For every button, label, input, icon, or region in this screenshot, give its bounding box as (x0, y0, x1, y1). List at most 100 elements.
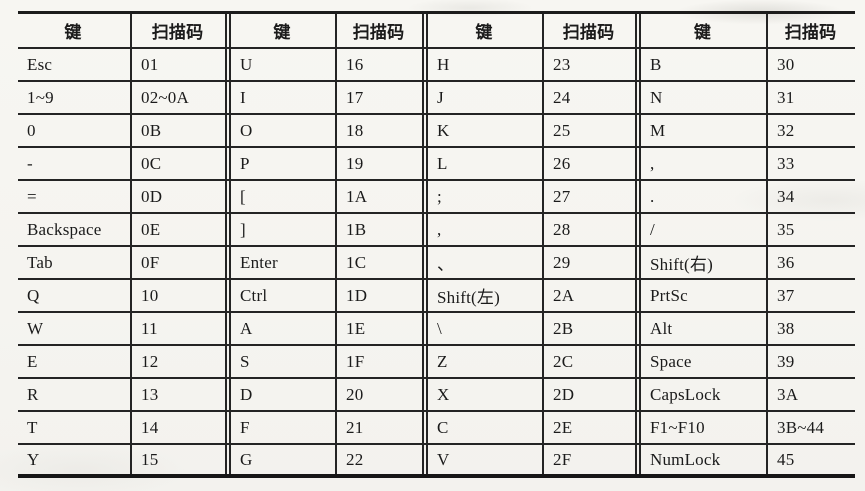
code-cell: 2D (542, 379, 635, 410)
code-cell: 27 (542, 181, 635, 212)
code-cell: 0F (130, 247, 225, 278)
table-row: 0 0B O 18 K 25 M 32 (18, 115, 855, 148)
code-cell: 20 (335, 379, 422, 410)
code-cell: 29 (542, 247, 635, 278)
code-cell: 0C (130, 148, 225, 179)
key-cell: S (225, 346, 335, 377)
code-cell: 36 (766, 247, 855, 278)
code-cell: 1F (335, 346, 422, 377)
code-cell: 1B (335, 214, 422, 245)
code-cell: 0B (130, 115, 225, 146)
key-cell: 、 (422, 247, 542, 278)
key-cell: K (422, 115, 542, 146)
code-cell: 22 (335, 445, 422, 474)
key-cell: U (225, 49, 335, 80)
key-cell: W (27, 318, 44, 338)
scan-code-table: 键扫描码键扫描码键扫描码键扫描码 Esc 01 U 16 H 23 B 30 1~9 02~0A I 1… (18, 11, 855, 478)
col-header-key: 键 (422, 14, 542, 47)
col-header-code: 扫描码 (335, 14, 422, 47)
code-cell: 14 (130, 412, 225, 443)
key-cell: D (225, 379, 335, 410)
key-cell: , (635, 148, 766, 179)
key-cell: F (225, 412, 335, 443)
key-cell: A (225, 313, 335, 344)
key-cell: . (635, 181, 766, 212)
table-row: - 0C P 19 L 26, 33 (18, 148, 855, 181)
key-cell: Enter (225, 247, 335, 278)
table-row: E 12 S 1F Z 2C Space 39 (18, 346, 855, 379)
code-cell: 0E (130, 214, 225, 245)
code-cell: 21 (335, 412, 422, 443)
key-cell: F1~F10 (635, 412, 766, 443)
code-cell: 17 (335, 82, 422, 113)
code-cell: 12 (130, 346, 225, 377)
key-cell: Ctrl (225, 280, 335, 311)
table-row: Esc 01 U 16 H 23 B 30 (18, 49, 855, 82)
key-cell: I (225, 82, 335, 113)
code-cell: 02~0A (130, 82, 225, 113)
col-header-key: 键 (64, 23, 82, 42)
code-cell: 45 (766, 445, 855, 474)
key-cell: J (422, 82, 542, 113)
code-cell: 28 (542, 214, 635, 245)
code-cell: 24 (542, 82, 635, 113)
key-cell: \ (422, 313, 542, 344)
key-cell: X (422, 379, 542, 410)
table-row: = 0D[1A; 27. 34 (18, 181, 855, 214)
code-cell: 25 (542, 115, 635, 146)
code-cell: 19 (335, 148, 422, 179)
key-cell: V (422, 445, 542, 474)
code-cell: 1E (335, 313, 422, 344)
key-cell: 0 (27, 120, 36, 140)
code-cell: 23 (542, 49, 635, 80)
code-cell: 13 (130, 379, 225, 410)
code-cell: 3B~44 (766, 412, 855, 443)
code-cell: 37 (766, 280, 855, 311)
col-header-key: 键 (225, 14, 335, 47)
code-cell: 1D (335, 280, 422, 311)
key-cell: , (422, 214, 542, 245)
code-cell: 31 (766, 82, 855, 113)
key-cell: Alt (635, 313, 766, 344)
col-header-code: 扫描码 (766, 14, 855, 47)
code-cell: 30 (766, 49, 855, 80)
key-cell: ; (422, 181, 542, 212)
code-cell: 2E (542, 412, 635, 443)
col-header-key: 键 (635, 14, 766, 47)
table-row: W 11 A 1E \ 2B Alt 38 (18, 313, 855, 346)
code-cell: 10 (130, 280, 225, 311)
key-cell: Tab (27, 252, 53, 272)
code-cell: 2F (542, 445, 635, 474)
table-row: Q 10 Ctrl 1D Shift(左) 2A PrtSc 37 (18, 280, 855, 313)
key-cell: Backspace (27, 219, 102, 239)
code-cell: 11 (130, 313, 225, 344)
key-cell: Space (635, 346, 766, 377)
key-cell: Esc (27, 54, 53, 74)
code-cell: 39 (766, 346, 855, 377)
key-cell: G (225, 445, 335, 474)
key-cell: B (635, 49, 766, 80)
key-cell: Z (422, 346, 542, 377)
key-cell: NumLock (635, 445, 766, 474)
table-row: Tab 0F Enter 1C、 29 Shift(右) 36 (18, 247, 855, 280)
code-cell: 32 (766, 115, 855, 146)
key-cell: PrtSc (635, 280, 766, 311)
code-cell: 18 (335, 115, 422, 146)
table-row: Y 15 G 22 V 2F NumLock 45 (18, 445, 855, 478)
key-cell: P (225, 148, 335, 179)
code-cell: 2A (542, 280, 635, 311)
header-row: 键扫描码键扫描码键扫描码键扫描码 (18, 11, 855, 49)
col-header-code: 扫描码 (542, 14, 635, 47)
key-cell: C (422, 412, 542, 443)
table-row: R 13 D 20 X 2D CapsLock 3A (18, 379, 855, 412)
key-cell: Q (27, 285, 40, 305)
key-cell: H (422, 49, 542, 80)
key-cell: R (27, 384, 39, 404)
code-cell: 33 (766, 148, 855, 179)
code-cell: 15 (130, 445, 225, 474)
key-cell: Y (27, 449, 40, 469)
code-cell: 26 (542, 148, 635, 179)
table-row: Backspace 0E] 1B, 28/35 (18, 214, 855, 247)
code-cell: 34 (766, 181, 855, 212)
